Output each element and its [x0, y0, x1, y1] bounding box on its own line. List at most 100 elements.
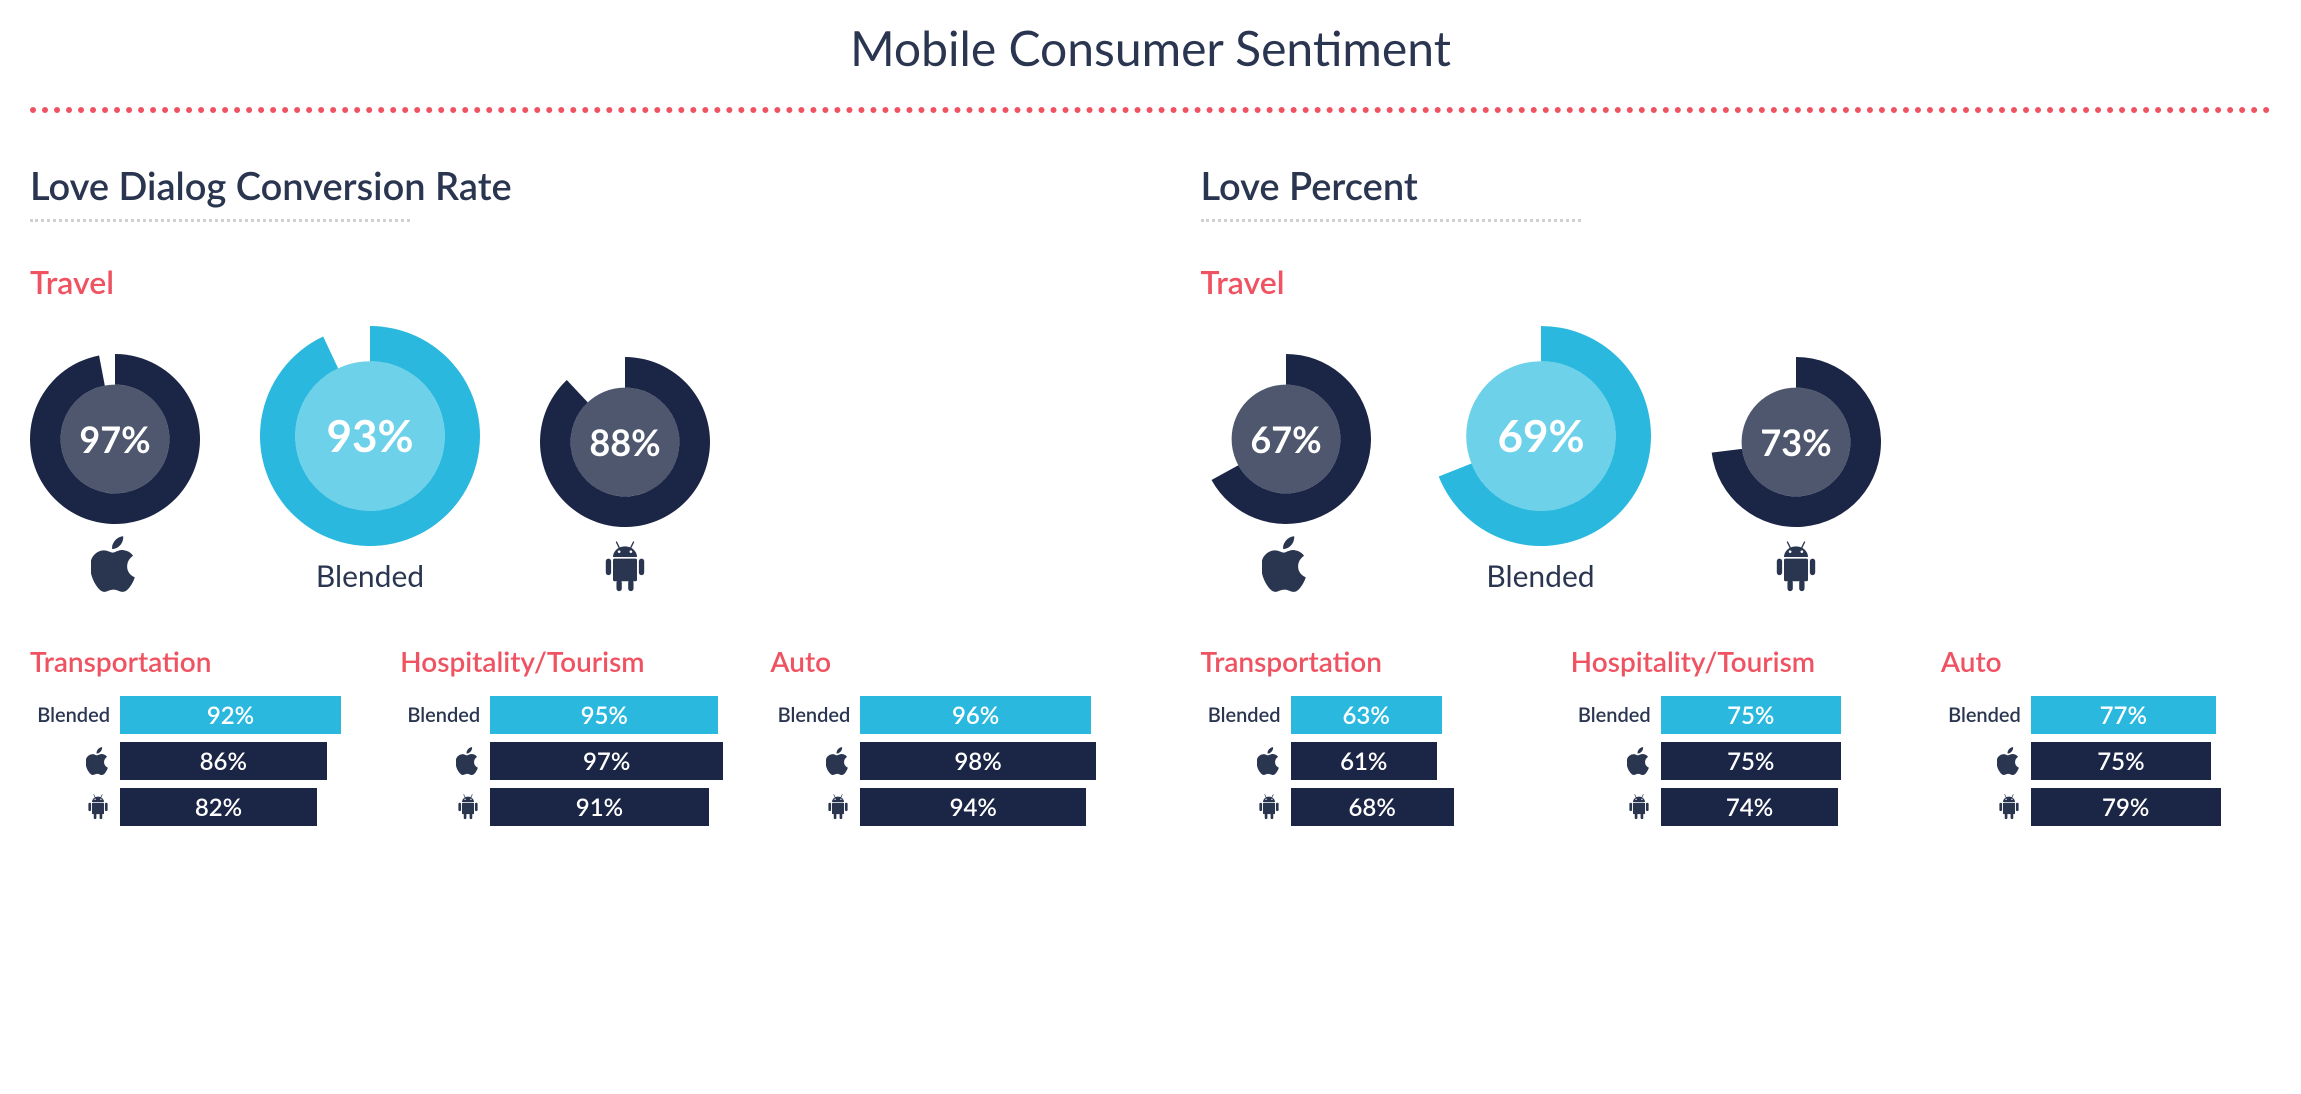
bar-fill: 94%: [860, 788, 1086, 826]
android-icon: [1772, 539, 1820, 594]
bar-row-apple: 75%: [1941, 742, 2271, 780]
sub-category: Hospitality/Tourism Blended 75% 75%: [1571, 644, 1901, 834]
donut-chart: 73%: [1711, 357, 1881, 527]
apple-icon: [456, 747, 480, 776]
bar-label: [30, 747, 110, 776]
section-heading: Love Percent: [1201, 163, 2272, 209]
bar-fill: 96%: [860, 696, 1091, 734]
bar-label: [770, 747, 850, 776]
bar-label: [400, 747, 480, 776]
bar-fill: 97%: [490, 742, 723, 780]
bar-row-apple: 86%: [30, 742, 360, 780]
bar-row-blended: Blended 63%: [1201, 696, 1531, 734]
bar-label: Blended: [1941, 703, 2021, 727]
bar-track: 75%: [1661, 696, 1901, 734]
bar-fill: 75%: [1661, 696, 1841, 734]
bar-row-blended: Blended 96%: [770, 696, 1100, 734]
android-icon: [1257, 793, 1281, 821]
bar-row-blended: Blended 92%: [30, 696, 360, 734]
bar-label-blended: Blended: [1948, 703, 2021, 727]
sub-category-title: Transportation: [30, 644, 360, 678]
bar-label: [400, 793, 480, 821]
bar-label: Blended: [400, 703, 480, 727]
bar-fill: 98%: [860, 742, 1095, 780]
bar-label: [1201, 793, 1281, 821]
bar-fill: 75%: [1661, 742, 1841, 780]
bar-row-android: 94%: [770, 788, 1100, 826]
donut-chart: 97%: [30, 354, 200, 524]
bar-track: 75%: [1661, 742, 1901, 780]
bar-fill: 91%: [490, 788, 709, 826]
donut-item-blended: 69% Blended: [1431, 326, 1651, 594]
bar-fill: 95%: [490, 696, 718, 734]
dotted-divider: [30, 107, 2271, 113]
bar-track: 74%: [1661, 788, 1901, 826]
android-icon: [826, 793, 850, 821]
donut-item-android: 73%: [1711, 357, 1881, 594]
category-label-travel: Travel: [1201, 262, 2272, 301]
sub-category: Transportation Blended 63% 61%: [1201, 644, 1531, 834]
bar-label-blended: Blended: [1208, 703, 1281, 727]
donut-item-blended: 93% Blended: [260, 326, 480, 594]
sub-category-title: Auto: [1941, 644, 2271, 678]
svg-text:67%: 67%: [1250, 417, 1321, 461]
bar-fill: 61%: [1291, 742, 1438, 780]
apple-icon: [91, 536, 139, 594]
bar-row-blended: Blended 95%: [400, 696, 730, 734]
donut-item-apple: 67%: [1201, 354, 1371, 594]
bar-row-blended: Blended 77%: [1941, 696, 2271, 734]
donut-row: 97% 93% Blended 88%: [30, 326, 1101, 594]
apple-icon: [1627, 747, 1651, 776]
apple-icon: [826, 747, 850, 776]
svg-text:88%: 88%: [589, 420, 660, 464]
bar-label: [1571, 747, 1651, 776]
bar-track: 82%: [120, 788, 360, 826]
column-left: Love Dialog Conversion RateTravel 97% 93…: [30, 163, 1101, 834]
bar-track: 94%: [860, 788, 1100, 826]
bar-label: [1201, 747, 1281, 776]
mini-dotted-divider: [30, 219, 410, 222]
donut-label-blended: Blended: [316, 558, 424, 594]
bar-label-blended: Blended: [407, 703, 480, 727]
bar-track: 61%: [1291, 742, 1531, 780]
bar-fill: 77%: [2031, 696, 2216, 734]
bar-row-apple: 97%: [400, 742, 730, 780]
bar-track: 96%: [860, 696, 1100, 734]
donut-chart: 88%: [540, 357, 710, 527]
donut-chart: 93%: [260, 326, 480, 546]
svg-text:93%: 93%: [326, 410, 413, 462]
bar-label: Blended: [30, 703, 110, 727]
sub-category-title: Auto: [770, 644, 1100, 678]
columns: Love Dialog Conversion Rate Travel 97% 93…: [30, 163, 2271, 834]
bar-track: 98%: [860, 742, 1100, 780]
donut-row: 67% 69% Blended 73%: [1201, 326, 2272, 594]
donut-chart: 67%: [1201, 354, 1371, 524]
sub-categories: Transportation Blended 63% 61%: [1201, 644, 2272, 834]
svg-text:69%: 69%: [1497, 410, 1584, 462]
android-icon: [601, 539, 649, 594]
android-icon: [86, 793, 110, 821]
bar-track: 86%: [120, 742, 360, 780]
bar-label: [1941, 747, 2021, 776]
bar-track: 63%: [1291, 696, 1531, 734]
bar-row-blended: Blended 75%: [1571, 696, 1901, 734]
bar-fill: 74%: [1661, 788, 1839, 826]
bar-label-blended: Blended: [1578, 703, 1651, 727]
bar-track: 92%: [120, 696, 360, 734]
android-icon: [1627, 793, 1651, 821]
bar-row-android: 68%: [1201, 788, 1531, 826]
bar-fill: 79%: [2031, 788, 2221, 826]
bar-label: Blended: [1571, 703, 1651, 727]
sub-category: Auto Blended 77% 75%: [1941, 644, 2271, 834]
bar-fill: 63%: [1291, 696, 1442, 734]
sub-category-title: Transportation: [1201, 644, 1531, 678]
bar-label-blended: Blended: [778, 703, 851, 727]
bar-label: [30, 793, 110, 821]
bar-row-apple: 75%: [1571, 742, 1901, 780]
bar-fill: 68%: [1291, 788, 1454, 826]
section-heading: Love Dialog Conversion Rate: [30, 163, 1101, 209]
sub-category: Auto Blended 96% 98%: [770, 644, 1100, 834]
bar-fill: 86%: [120, 742, 327, 780]
bar-track: 77%: [2031, 696, 2271, 734]
bar-track: 75%: [2031, 742, 2271, 780]
